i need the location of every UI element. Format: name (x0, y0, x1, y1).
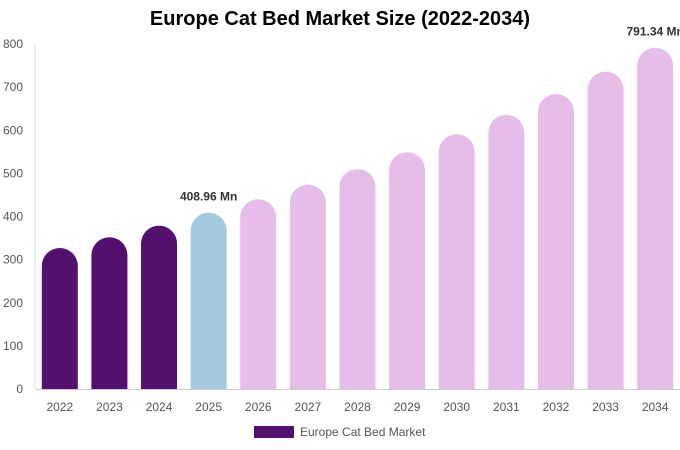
x-tick-label-2022: 2022 (46, 400, 73, 414)
y-tick-label-3: 300 (3, 253, 23, 267)
x-tick-label-2024: 2024 (146, 400, 173, 414)
data-label-2034: 791.34 Mn (627, 25, 680, 39)
bar-2026[interactable] (240, 199, 277, 389)
chart-title: Europe Cat Bed Market Size (2022-2034) (149, 8, 531, 30)
x-tick-label-2025: 2025 (195, 400, 222, 414)
bar-2031[interactable] (488, 114, 525, 389)
y-tick-label-7: 700 (3, 80, 23, 94)
bar-2024[interactable] (141, 225, 178, 389)
y-tick-label-1: 100 (3, 339, 23, 353)
data-label-2025: 408.96 Mn (180, 190, 237, 204)
y-tick-label-6: 600 (3, 123, 23, 137)
bar-2029[interactable] (389, 152, 426, 389)
x-tick-label-2031: 2031 (493, 400, 520, 414)
bar-2023[interactable] (91, 237, 128, 389)
x-tick-label-2033: 2033 (592, 400, 619, 414)
y-tick-label-0: 0 (16, 382, 23, 396)
x-tick-label-2032: 2032 (543, 400, 570, 414)
bar-2034[interactable] (637, 47, 674, 390)
y-tick-label-8: 800 (3, 37, 23, 51)
x-tick-label-2030: 2030 (443, 400, 470, 414)
x-tick-label-2023: 2023 (96, 400, 123, 414)
x-tick-label-2029: 2029 (394, 400, 421, 414)
legend-label: Europe Cat Bed Market (300, 425, 426, 439)
bar-2030[interactable] (438, 134, 475, 389)
bar-2022[interactable] (41, 247, 78, 389)
x-tick-label-2034: 2034 (642, 400, 669, 414)
x-tick-label-2026: 2026 (245, 400, 272, 414)
x-tick-label-2027: 2027 (295, 400, 322, 414)
bar-2032[interactable] (537, 94, 574, 390)
bar-2028[interactable] (339, 169, 376, 389)
x-tick-label-2028: 2028 (344, 400, 371, 414)
legend[interactable]: Europe Cat Bed Market (254, 425, 425, 439)
y-tick-label-4: 400 (3, 210, 23, 224)
y-tick-label-5: 500 (3, 166, 23, 180)
bar-2027[interactable] (289, 184, 326, 389)
bar-2025[interactable] (190, 212, 227, 389)
bar-2033[interactable] (587, 71, 624, 389)
legend-swatch (254, 426, 294, 438)
y-tick-label-2: 200 (3, 296, 23, 310)
